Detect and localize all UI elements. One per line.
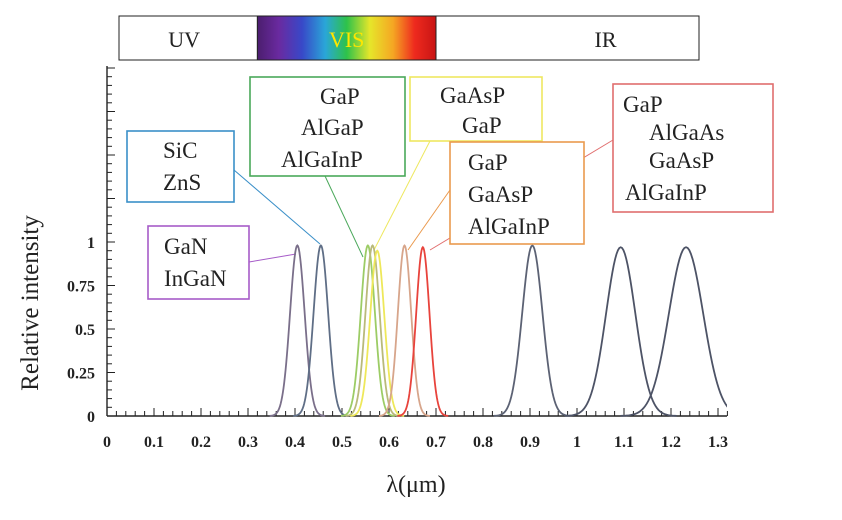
annotation-text: AlGaAs: [649, 120, 724, 145]
x-tick-label: 0.7: [426, 434, 446, 451]
annotation-box: [449, 141, 585, 245]
x-tick-label: 0: [103, 434, 111, 451]
band-vis: [256, 15, 437, 61]
band-ir: [435, 15, 700, 61]
x-tick-label: 1.2: [661, 434, 681, 451]
emission-curve: [345, 244, 400, 417]
emission-curve: [564, 246, 677, 417]
annotation-box: [409, 76, 543, 142]
y-axis-label: Relative intensity: [17, 215, 44, 391]
annotation-text: ZnS: [163, 170, 201, 195]
x-tick-label: 1.3: [708, 434, 728, 451]
annotation-text: SiC: [163, 138, 198, 163]
annotation-box: [147, 225, 250, 300]
annotation-text: AlGaInP: [281, 147, 363, 172]
annotation-leader: [248, 253, 297, 263]
emission-curve: [340, 244, 395, 417]
band-label-vis: VIS: [329, 27, 364, 52]
emission-curve: [350, 249, 405, 417]
emission-curve: [269, 244, 326, 417]
annotation-leader: [324, 175, 364, 258]
spectra-curves: [269, 244, 727, 417]
annotation-text: GaAsP: [649, 148, 714, 173]
annotation-text: AlGaInP: [468, 214, 550, 239]
annotation-text: GaN: [164, 234, 208, 259]
x-tick-label: 1.1: [614, 434, 634, 451]
x-tick-label: 0.4: [285, 434, 305, 451]
x-tick-label: 0.9: [520, 434, 540, 451]
annotation-text: GaAsP: [440, 83, 505, 108]
emission-curve: [378, 244, 431, 417]
y-tick-label: 1: [87, 235, 95, 252]
annotation-boxes: SiC ZnS GaN InGaN GaP AlGaP AlGaInP GaAsP GaP GaP…: [126, 76, 774, 300]
annotation-text: GaP: [462, 113, 502, 138]
annotation-box: [249, 76, 406, 177]
y-tick-label: 0: [87, 409, 95, 426]
annotation-text: GaP: [623, 92, 663, 117]
band-label-uv: UV: [168, 27, 200, 52]
x-axis-label: λ(μm): [386, 472, 445, 498]
annotation-leader: [407, 189, 451, 251]
y-tick-label: 0.75: [67, 279, 95, 296]
emission-curve: [293, 244, 349, 417]
x-tick-label: 0.8: [473, 434, 493, 451]
annotation-box: [126, 130, 235, 203]
x-tick-label: 0.3: [238, 434, 258, 451]
annotation-text: AlGaInP: [625, 180, 707, 205]
annotation-text: GaP: [320, 84, 360, 109]
annotation-text: GaP: [468, 150, 508, 175]
band-uv: [118, 15, 258, 61]
x-tick-label: 0.6: [379, 434, 399, 451]
x-tick-label: 1: [573, 434, 581, 451]
x-tick-label: 0.5: [332, 434, 352, 451]
y-tick-label: 0.25: [67, 366, 95, 383]
y-tick-label: 0.5: [75, 322, 95, 339]
annotation-leader: [373, 140, 431, 251]
annotation-text: GaAsP: [468, 182, 533, 207]
annotation-text: AlGaP: [301, 115, 364, 140]
emission-curve: [493, 244, 571, 417]
spectrum-band-bar: UV VIS IR: [118, 15, 700, 61]
annotation-text: InGaN: [164, 266, 227, 291]
emission-curve: [397, 245, 449, 417]
annotation-box: [612, 83, 774, 213]
emission-curve: [620, 246, 727, 417]
band-label-ir: IR: [595, 27, 617, 52]
axes: 0 0.1 0.2 0.3 0.4 0.5 0.6 0.7 0.8 0.9 1 1.1 1.2 1.3 0 0…: [17, 66, 728, 498]
annotation-leader: [233, 169, 321, 245]
x-tick-label: 0.2: [191, 434, 211, 451]
x-tick-label: 0.1: [144, 434, 164, 451]
